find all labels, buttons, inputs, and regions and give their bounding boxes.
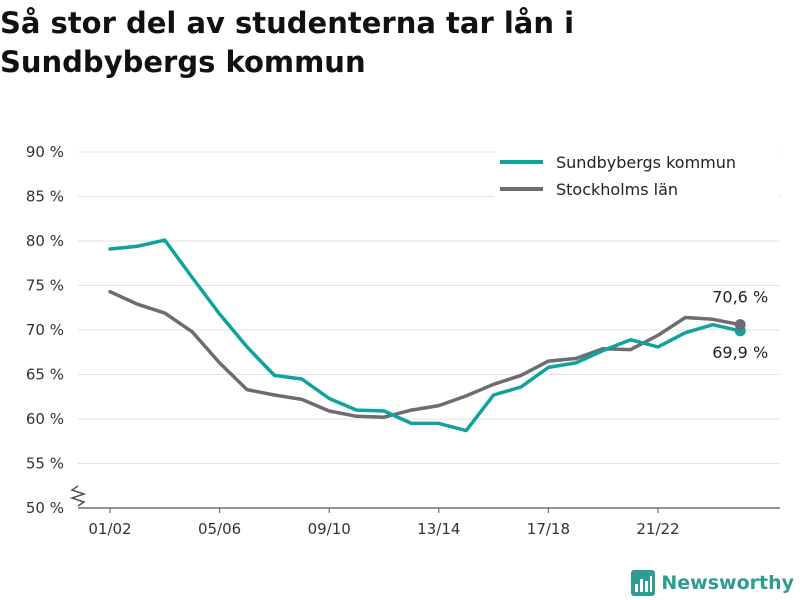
x-tick-label: 01/02	[88, 520, 131, 538]
brand-name: Newsworthy	[661, 572, 794, 594]
series-line-stockholm	[108, 289, 742, 419]
legend-background	[494, 145, 778, 201]
brand-logo: Newsworthy	[631, 568, 794, 598]
x-tick-label: 09/10	[308, 520, 351, 538]
x-tick-label: 05/06	[198, 520, 241, 538]
chart-title: Så stor del av studenterna tar lån i Sun…	[0, 6, 575, 79]
legend-label: Stockholms län	[556, 180, 678, 199]
end-label-sundbyberg: 69,9 %	[712, 343, 768, 362]
x-tick-label: 13/14	[417, 520, 460, 538]
x-axis: 01/02 05/06 09/10 13/14 17/18 21/22	[78, 507, 780, 538]
y-tick-label: 85 %	[26, 188, 64, 206]
y-tick-label: 65 %	[26, 366, 64, 384]
y-tick-label: 50 %	[26, 499, 64, 517]
series-line-sundbyberg	[108, 238, 742, 433]
series-lines: 69,9 % 70,6 %	[108, 238, 768, 433]
end-point-stockholm	[734, 319, 746, 331]
y-tick-label: 55 %	[26, 455, 64, 473]
axis-break-icon	[69, 485, 87, 507]
y-tick-label: 60 %	[26, 410, 64, 428]
y-tick-label: 80 %	[26, 232, 64, 250]
end-label-stockholm: 70,6 %	[712, 288, 768, 307]
newsworthy-logo-icon	[631, 570, 656, 596]
legend-label: Sundbybergs kommun	[556, 153, 736, 172]
y-tick-label: 75 %	[26, 277, 64, 295]
y-tick-label: 70 %	[26, 321, 64, 339]
x-tick-label: 17/18	[527, 520, 570, 538]
y-tick-label: 90 %	[26, 143, 64, 161]
x-tick-label: 21/22	[636, 520, 679, 538]
legend: Sundbybergs kommun Stockholms län	[494, 145, 778, 201]
y-axis: 50 % 55 % 60 % 65 % 70 % 75 % 80 % 85 % 90 %	[26, 143, 87, 517]
